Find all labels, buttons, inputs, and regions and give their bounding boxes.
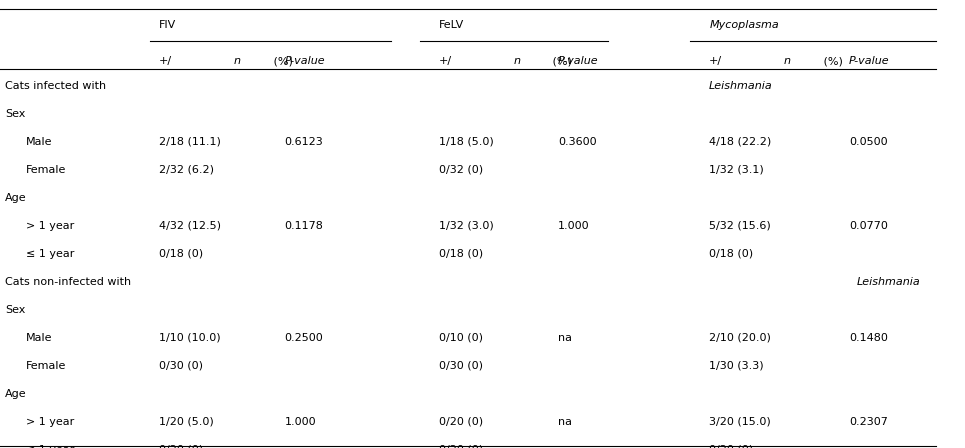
- Text: 0.1178: 0.1178: [285, 221, 323, 231]
- Text: +/: +/: [709, 56, 723, 66]
- Text: 1/20 (5.0): 1/20 (5.0): [159, 417, 214, 426]
- Text: Female: Female: [26, 361, 67, 370]
- Text: 0/30 (0): 0/30 (0): [439, 361, 483, 370]
- Text: 1/30 (3.3): 1/30 (3.3): [709, 361, 764, 370]
- Text: 0/20 (0): 0/20 (0): [439, 417, 483, 426]
- Text: Sex: Sex: [5, 305, 25, 314]
- Text: 0.0770: 0.0770: [849, 221, 888, 231]
- Text: 2/18 (11.1): 2/18 (11.1): [159, 137, 221, 146]
- Text: 0/10 (0): 0/10 (0): [439, 332, 483, 343]
- Text: (%): (%): [269, 56, 292, 66]
- Text: na: na: [558, 332, 572, 343]
- Text: Cats infected with: Cats infected with: [5, 81, 109, 90]
- Text: 0.2500: 0.2500: [285, 332, 323, 343]
- Text: FeLV: FeLV: [439, 20, 464, 30]
- Text: Sex: Sex: [5, 109, 25, 119]
- Text: 1/32 (3.1): 1/32 (3.1): [709, 165, 764, 175]
- Text: +/: +/: [439, 56, 453, 66]
- Text: Male: Male: [26, 332, 52, 343]
- Text: 1/10 (10.0): 1/10 (10.0): [159, 332, 221, 343]
- Text: n: n: [784, 56, 790, 66]
- Text: +/: +/: [159, 56, 173, 66]
- Text: Age: Age: [5, 389, 26, 399]
- Text: 0/18 (0): 0/18 (0): [159, 249, 204, 258]
- Text: P-value: P-value: [558, 56, 598, 66]
- Text: 4/18 (22.2): 4/18 (22.2): [709, 137, 772, 146]
- Text: FIV: FIV: [159, 20, 177, 30]
- Text: 0/30 (0): 0/30 (0): [159, 361, 204, 370]
- Text: > 1 year: > 1 year: [26, 417, 74, 426]
- Text: 0.3600: 0.3600: [558, 137, 596, 146]
- Text: 2/10 (20.0): 2/10 (20.0): [709, 332, 771, 343]
- Text: 0/20 (0): 0/20 (0): [709, 444, 754, 448]
- Text: Cats non-infected with: Cats non-infected with: [5, 276, 134, 287]
- Text: 0/20 (0): 0/20 (0): [159, 444, 204, 448]
- Text: Female: Female: [26, 165, 67, 175]
- Text: P-value: P-value: [285, 56, 325, 66]
- Text: 0.2307: 0.2307: [849, 417, 888, 426]
- Text: 0.1480: 0.1480: [849, 332, 888, 343]
- Text: 1/18 (5.0): 1/18 (5.0): [439, 137, 494, 146]
- Text: na: na: [558, 417, 572, 426]
- Text: 0/20 (0): 0/20 (0): [439, 444, 483, 448]
- Text: 2/32 (6.2): 2/32 (6.2): [159, 165, 214, 175]
- Text: 5/32 (15.6): 5/32 (15.6): [709, 221, 771, 231]
- Text: n: n: [513, 56, 520, 66]
- Text: Male: Male: [26, 137, 52, 146]
- Text: 4/32 (12.5): 4/32 (12.5): [159, 221, 221, 231]
- Text: Mycoplasma: Mycoplasma: [709, 20, 779, 30]
- Text: 0.0500: 0.0500: [849, 137, 888, 146]
- Text: 0/18 (0): 0/18 (0): [709, 249, 754, 258]
- Text: n: n: [234, 56, 240, 66]
- Text: ≤ 1 year: ≤ 1 year: [26, 249, 74, 258]
- Text: 0/18 (0): 0/18 (0): [439, 249, 483, 258]
- Text: (%): (%): [549, 56, 572, 66]
- Text: 1.000: 1.000: [285, 417, 317, 426]
- Text: 0/32 (0): 0/32 (0): [439, 165, 483, 175]
- Text: Leishmania: Leishmania: [709, 81, 773, 90]
- Text: 1/32 (3.0): 1/32 (3.0): [439, 221, 494, 231]
- Text: 1.000: 1.000: [558, 221, 590, 231]
- Text: 3/20 (15.0): 3/20 (15.0): [709, 417, 771, 426]
- Text: Leishmania: Leishmania: [857, 276, 921, 287]
- Text: ≤ 1 year: ≤ 1 year: [26, 444, 74, 448]
- Text: Age: Age: [5, 193, 26, 202]
- Text: P-value: P-value: [849, 56, 890, 66]
- Text: 0.6123: 0.6123: [285, 137, 323, 146]
- Text: > 1 year: > 1 year: [26, 221, 74, 231]
- Text: (%): (%): [819, 56, 842, 66]
